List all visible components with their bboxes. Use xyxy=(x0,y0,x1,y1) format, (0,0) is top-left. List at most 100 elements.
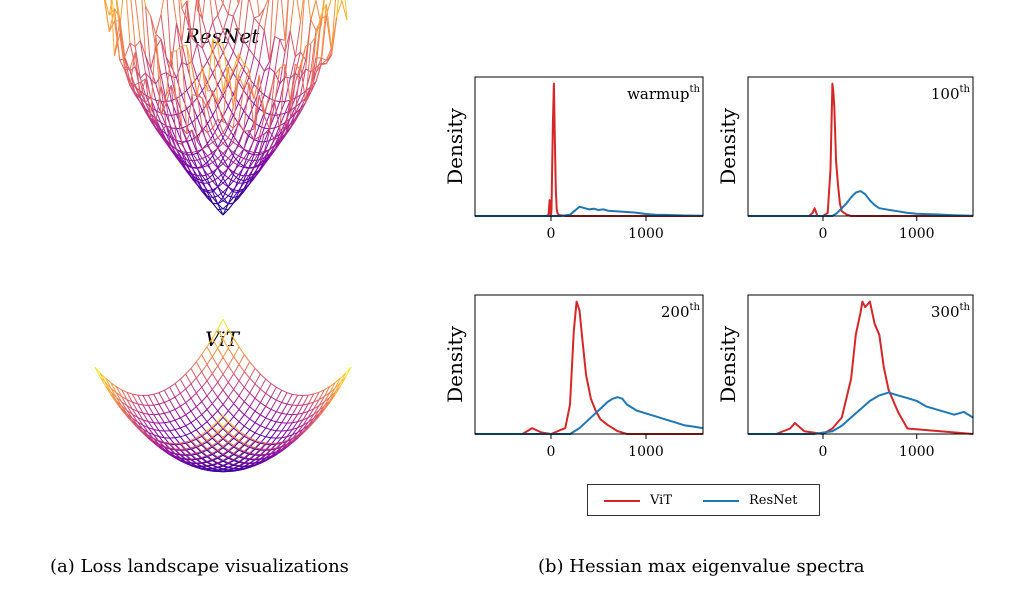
mesh-line xyxy=(243,82,250,132)
mesh-line xyxy=(238,145,244,150)
mesh-line xyxy=(263,67,270,96)
mesh-line xyxy=(233,455,240,461)
mesh-line xyxy=(258,8,265,25)
mesh-line xyxy=(147,405,155,415)
mesh-line xyxy=(190,452,197,455)
mesh-line xyxy=(212,115,219,128)
mesh-line xyxy=(217,426,224,433)
mesh-line xyxy=(249,406,256,412)
mesh-line xyxy=(244,425,250,431)
mesh-line xyxy=(207,51,214,62)
mesh-line xyxy=(233,440,240,447)
mesh-line xyxy=(233,189,239,192)
mesh-line xyxy=(186,129,193,140)
mesh-line xyxy=(212,161,219,169)
mesh-line xyxy=(170,51,177,103)
mesh-line xyxy=(176,94,182,99)
mesh-line xyxy=(275,402,283,412)
mesh-line xyxy=(263,128,270,135)
mesh-line xyxy=(212,135,219,148)
mesh-line xyxy=(275,430,283,439)
mesh-line xyxy=(238,421,245,427)
mesh-line xyxy=(243,181,250,190)
mesh-line xyxy=(227,202,234,211)
mesh-line xyxy=(222,43,229,82)
mesh-line xyxy=(263,116,270,129)
mesh-line xyxy=(307,414,315,423)
mesh-line xyxy=(163,390,171,401)
mesh-line xyxy=(195,377,203,388)
mesh-line xyxy=(321,57,327,61)
mesh-line xyxy=(217,147,224,154)
mesh-line xyxy=(222,328,229,340)
mesh-line xyxy=(201,188,208,197)
mesh-line xyxy=(143,0,146,7)
mesh-line xyxy=(249,422,256,431)
mesh-line xyxy=(258,75,265,114)
mesh-line xyxy=(323,392,331,403)
mesh-line xyxy=(274,130,281,140)
mesh-line xyxy=(260,425,266,429)
mesh-line xyxy=(206,338,213,348)
mesh-line xyxy=(310,36,317,44)
mesh-line xyxy=(217,137,224,144)
mesh-line xyxy=(137,417,144,426)
mesh-line xyxy=(248,139,255,152)
mesh-line xyxy=(217,132,224,139)
mesh-line xyxy=(190,439,197,447)
mesh-line xyxy=(254,367,261,375)
mesh-line xyxy=(186,152,193,161)
mesh-line xyxy=(227,105,234,116)
mesh-line xyxy=(243,77,250,91)
mesh-line xyxy=(297,412,304,415)
mesh-line xyxy=(254,439,261,443)
mesh-line xyxy=(248,77,255,85)
mesh-line xyxy=(207,38,214,92)
mesh-line xyxy=(249,458,256,464)
mesh-line xyxy=(244,443,250,447)
mesh-line xyxy=(201,47,208,62)
mesh-line xyxy=(274,137,280,140)
mesh-line xyxy=(302,410,309,414)
mesh-line xyxy=(179,442,187,450)
mesh-line xyxy=(201,450,208,457)
mesh-line xyxy=(176,102,183,128)
mesh-line xyxy=(222,126,229,138)
mesh-line xyxy=(222,449,229,455)
mesh-line xyxy=(132,401,138,405)
mesh-line xyxy=(232,31,239,52)
mesh-line xyxy=(279,126,286,138)
mesh-line xyxy=(228,449,234,454)
mesh-line xyxy=(265,383,272,394)
mesh-line xyxy=(345,366,352,378)
mesh-line xyxy=(163,422,171,431)
legend-label-resnet: ResNet xyxy=(749,493,798,508)
mesh-line xyxy=(249,368,256,379)
mesh-line xyxy=(181,139,188,145)
mesh-line xyxy=(300,45,307,71)
mesh-line xyxy=(258,70,265,91)
mesh-line xyxy=(201,380,208,388)
mesh-line xyxy=(153,394,160,405)
mesh-line xyxy=(169,396,176,401)
mesh-line xyxy=(243,392,251,402)
mesh-line xyxy=(217,91,224,104)
mesh-line xyxy=(228,202,234,205)
mesh-line xyxy=(325,4,332,49)
mesh-line xyxy=(238,443,245,450)
mesh-line xyxy=(129,84,136,87)
mesh-line xyxy=(222,365,229,375)
mesh-line xyxy=(289,112,296,129)
mesh-line xyxy=(201,395,208,402)
mesh-line xyxy=(196,175,203,184)
mesh-line xyxy=(129,85,136,96)
mesh-line xyxy=(207,109,214,129)
mesh-line xyxy=(227,347,235,357)
mesh-line xyxy=(150,35,157,114)
mesh-line xyxy=(126,0,131,44)
mesh-line xyxy=(181,143,188,153)
mesh-line xyxy=(201,364,208,372)
mesh-line xyxy=(222,153,229,159)
mesh-line xyxy=(195,406,203,415)
mesh-line xyxy=(212,152,219,159)
